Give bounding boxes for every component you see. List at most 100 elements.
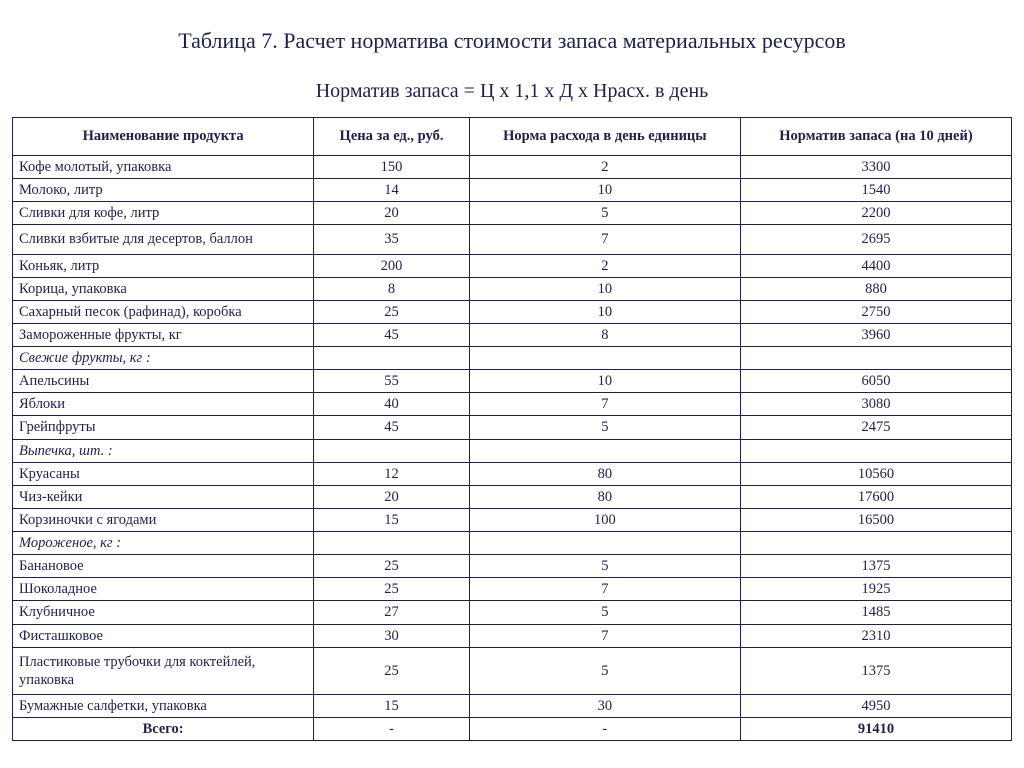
table-row: Молоко, литр14101540	[13, 179, 1012, 202]
cell-name: Корзиночки с ягодами	[13, 508, 314, 531]
cell-price: 12	[314, 462, 470, 485]
cell-name: Грейпфруты	[13, 416, 314, 439]
cell-rate: 7	[469, 624, 740, 647]
cell-name: Сахарный песок (рафинад), коробка	[13, 300, 314, 323]
cell-norm: 17600	[740, 485, 1011, 508]
table-row: Выпечка, шт. :	[13, 439, 1012, 462]
table-row: Шоколадное2571925	[13, 578, 1012, 601]
cell-price: 25	[314, 555, 470, 578]
cell-rate: 7	[469, 393, 740, 416]
cell-rate: 80	[469, 485, 740, 508]
total-label: Всего:	[13, 718, 314, 741]
cell-rate: 5	[469, 601, 740, 624]
cell-norm: 2750	[740, 300, 1011, 323]
cell-name: Чиз-кейки	[13, 485, 314, 508]
cell-norm: 4950	[740, 694, 1011, 717]
table-row: Мороженое, кг :	[13, 532, 1012, 555]
cell-price: 15	[314, 694, 470, 717]
empty-cell	[469, 439, 740, 462]
cell-rate: 5	[469, 202, 740, 225]
cell-norm: 3300	[740, 156, 1011, 179]
table-row: Яблоки4073080	[13, 393, 1012, 416]
materials-table: Наименование продукта Цена за ед., руб. …	[12, 117, 1012, 741]
cell-rate: 5	[469, 647, 740, 694]
cell-rate: 8	[469, 323, 740, 346]
cell-price: 35	[314, 225, 470, 254]
section-label: Мороженое, кг :	[13, 532, 314, 555]
table-row: Грейпфруты4552475	[13, 416, 1012, 439]
table-row: Банановое2551375	[13, 555, 1012, 578]
cell-name: Клубничное	[13, 601, 314, 624]
cell-name: Сливки взбитые для десертов, баллон	[13, 225, 314, 254]
empty-cell	[314, 532, 470, 555]
empty-cell	[740, 347, 1011, 370]
table-row: Коньяк, литр20024400	[13, 254, 1012, 277]
cell-name: Шоколадное	[13, 578, 314, 601]
cell-rate: 2	[469, 254, 740, 277]
cell-norm: 16500	[740, 508, 1011, 531]
cell-norm: 3080	[740, 393, 1011, 416]
cell-norm: 1375	[740, 647, 1011, 694]
cell-norm: 1375	[740, 555, 1011, 578]
table-row: Свежие фрукты, кг :	[13, 347, 1012, 370]
empty-cell	[314, 439, 470, 462]
cell-name: Корица, упаковка	[13, 277, 314, 300]
cell-rate: 10	[469, 277, 740, 300]
table-row: Сахарный песок (рафинад), коробка2510275…	[13, 300, 1012, 323]
cell-norm: 10560	[740, 462, 1011, 485]
table-header-row: Наименование продукта Цена за ед., руб. …	[13, 118, 1012, 156]
section-label: Выпечка, шт. :	[13, 439, 314, 462]
empty-cell	[740, 532, 1011, 555]
table-row: Бумажные салфетки, упаковка15304950	[13, 694, 1012, 717]
cell-price: 14	[314, 179, 470, 202]
cell-name: Круасаны	[13, 462, 314, 485]
section-label: Свежие фрукты, кг :	[13, 347, 314, 370]
total-norm: 91410	[740, 718, 1011, 741]
empty-cell	[469, 532, 740, 555]
total-price: -	[314, 718, 470, 741]
empty-cell	[314, 347, 470, 370]
cell-name: Коньяк, литр	[13, 254, 314, 277]
cell-rate: 10	[469, 179, 740, 202]
cell-price: 55	[314, 370, 470, 393]
cell-rate: 80	[469, 462, 740, 485]
table-row: Всего:--91410	[13, 718, 1012, 741]
table-row: Фисташковое3072310	[13, 624, 1012, 647]
table-row: Круасаны128010560	[13, 462, 1012, 485]
table-row: Замороженные фрукты, кг4583960	[13, 323, 1012, 346]
table-row: Чиз-кейки208017600	[13, 485, 1012, 508]
cell-name: Фисташковое	[13, 624, 314, 647]
table-row: Корзиночки с ягодами1510016500	[13, 508, 1012, 531]
cell-rate: 2	[469, 156, 740, 179]
cell-norm: 2310	[740, 624, 1011, 647]
cell-price: 20	[314, 202, 470, 225]
cell-name: Апельсины	[13, 370, 314, 393]
cell-name: Сливки для кофе, литр	[13, 202, 314, 225]
cell-norm: 4400	[740, 254, 1011, 277]
cell-price: 25	[314, 647, 470, 694]
table-body: Кофе молотый, упаковка15023300Молоко, ли…	[13, 156, 1012, 741]
cell-rate: 7	[469, 578, 740, 601]
cell-price: 40	[314, 393, 470, 416]
cell-name: Банановое	[13, 555, 314, 578]
col-header-rate: Норма расхода в день единицы	[469, 118, 740, 156]
cell-norm: 1485	[740, 601, 1011, 624]
table-row: Сливки для кофе, литр2052200	[13, 202, 1012, 225]
cell-rate: 5	[469, 555, 740, 578]
cell-price: 20	[314, 485, 470, 508]
cell-rate: 7	[469, 225, 740, 254]
table-row: Клубничное2751485	[13, 601, 1012, 624]
cell-rate: 10	[469, 300, 740, 323]
cell-rate: 5	[469, 416, 740, 439]
cell-price: 15	[314, 508, 470, 531]
cell-name: Пластиковые трубочки для коктейлей, упак…	[13, 647, 314, 694]
cell-price: 30	[314, 624, 470, 647]
cell-norm: 6050	[740, 370, 1011, 393]
col-header-price: Цена за ед., руб.	[314, 118, 470, 156]
cell-name: Замороженные фрукты, кг	[13, 323, 314, 346]
cell-norm: 2695	[740, 225, 1011, 254]
cell-name: Кофе молотый, упаковка	[13, 156, 314, 179]
col-header-norm: Норматив запаса (на 10 дней)	[740, 118, 1011, 156]
cell-price: 45	[314, 323, 470, 346]
cell-name: Молоко, литр	[13, 179, 314, 202]
